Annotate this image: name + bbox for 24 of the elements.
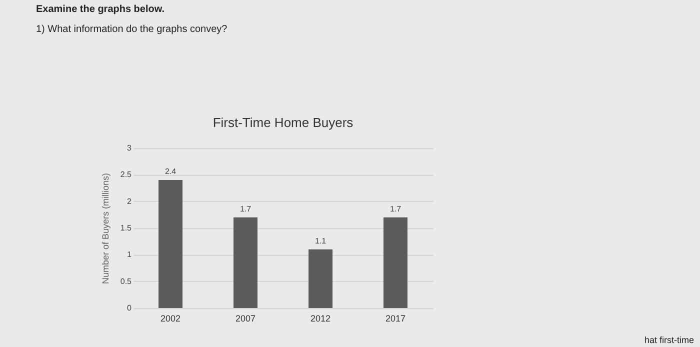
bar xyxy=(384,217,408,308)
y-tick-label: 0 xyxy=(127,304,132,312)
bar xyxy=(158,180,182,308)
y-tick-label: 1.5 xyxy=(120,224,132,232)
data-label: 1.7 xyxy=(390,204,402,214)
data-label: 2.4 xyxy=(164,167,177,176)
y-tick-label: 0.5 xyxy=(120,276,132,286)
data-label: 1.1 xyxy=(314,236,327,246)
text: Examine the graphs below. xyxy=(36,4,165,15)
y-tick-label: 2 xyxy=(127,196,132,206)
data-label: 1.7 xyxy=(240,204,252,214)
text: hat first-time xyxy=(644,335,694,345)
y-tick-label: 1 xyxy=(127,250,132,260)
bar xyxy=(308,249,332,308)
bar xyxy=(234,217,258,308)
x-tick-label: 2017 xyxy=(385,314,406,324)
x-tick-label: 2007 xyxy=(235,314,256,324)
x-tick-label: 2012 xyxy=(310,314,331,324)
y-axis-title: Number of Buyers (millions) xyxy=(100,172,110,284)
y-tick-label: 3 xyxy=(127,144,132,152)
x-tick-label: 2002 xyxy=(160,314,181,324)
y-tick-label: 2.5 xyxy=(120,170,132,180)
chart-title: First-Time Home Buyers xyxy=(212,115,354,130)
text: 1) What information do the graphs convey? xyxy=(36,24,228,35)
